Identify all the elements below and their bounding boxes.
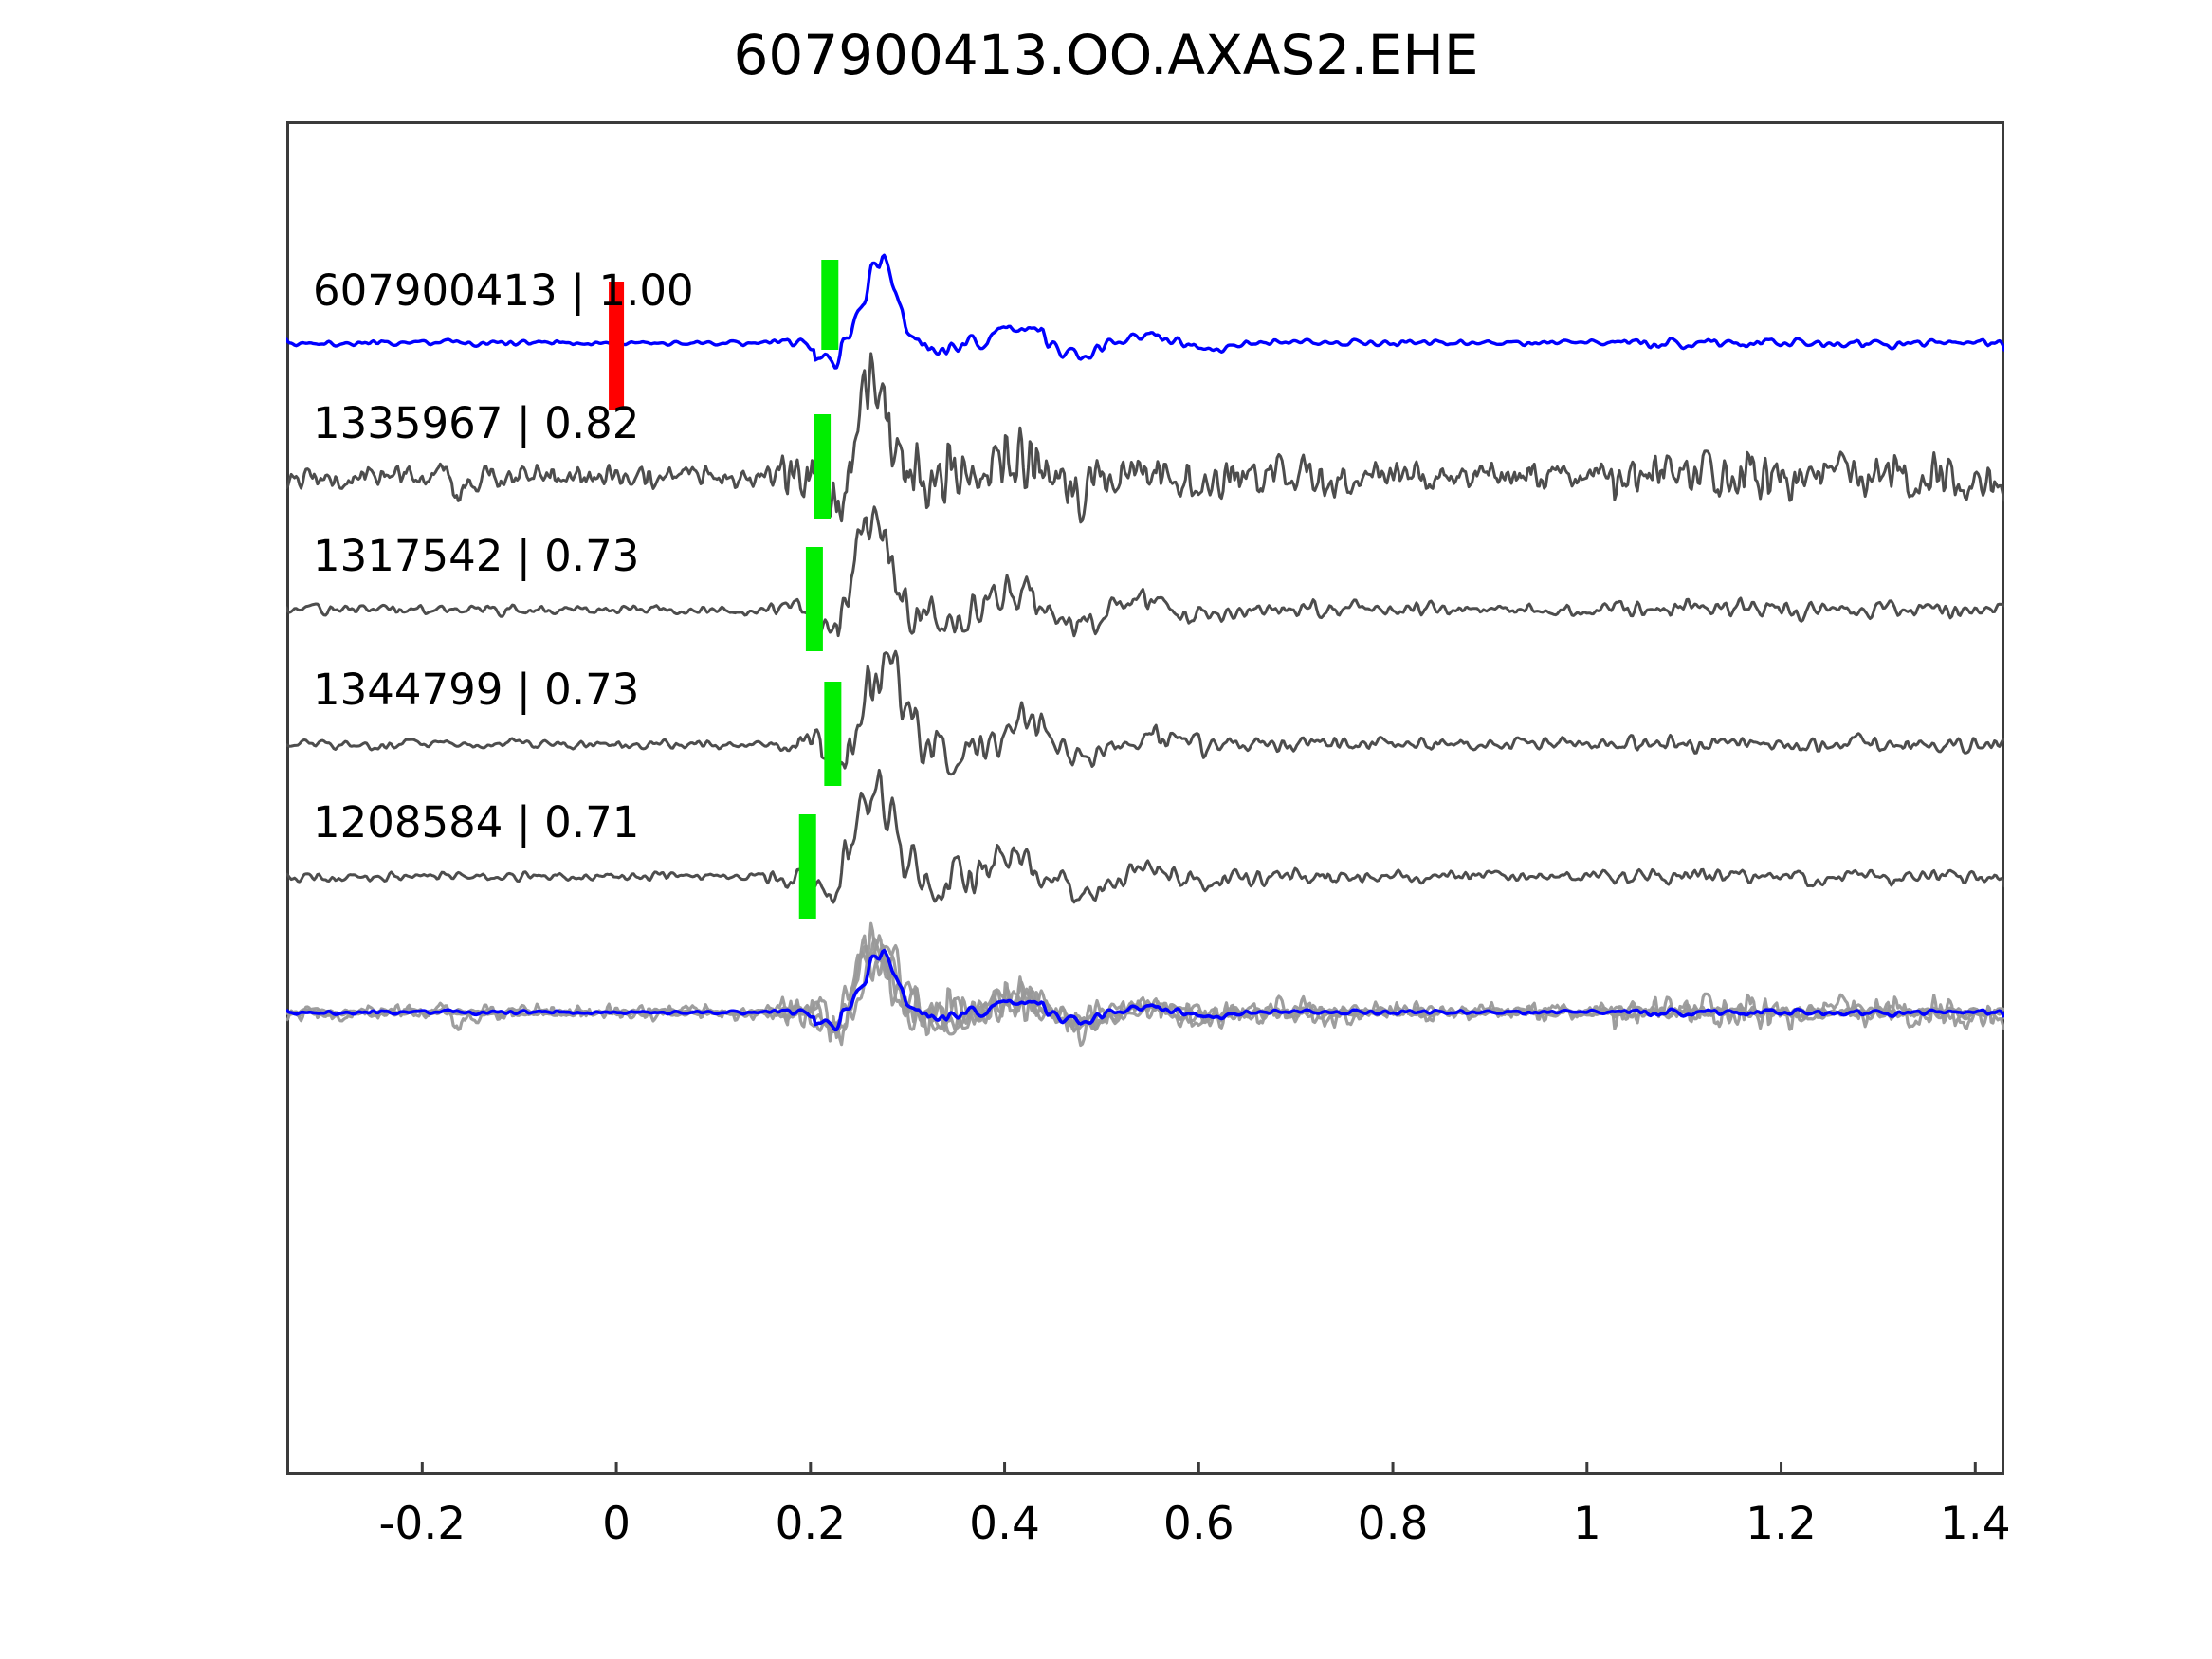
- overlay-detection-trace: [286, 921, 2004, 1048]
- waveform-trace: [286, 253, 2004, 370]
- trace-row: [286, 505, 2004, 638]
- page-title: 607900413.OO.AXAS2.EHE: [733, 23, 1479, 87]
- alignment-marker: [814, 414, 832, 519]
- trace-row: [286, 253, 2004, 370]
- x-tick-label: 1.4: [1939, 1498, 2011, 1550]
- trace-label-1: 1335967 | 0.82: [313, 398, 640, 448]
- trace-label-4: 1208584 | 0.71: [313, 797, 640, 848]
- x-tick-label: 1.2: [1746, 1498, 1817, 1550]
- overlay-template-trace: [286, 948, 2004, 1032]
- overlay-detection-trace: [286, 937, 2004, 1033]
- x-tick-label: 1: [1572, 1498, 1601, 1550]
- x-tick-label: -0.2: [378, 1498, 466, 1550]
- waveform-trace: [286, 352, 2004, 524]
- overlay-detection-trace: [286, 934, 2004, 1033]
- x-tick-label: 0.6: [1162, 1498, 1234, 1550]
- waveform-trace: [286, 768, 2004, 904]
- overlay-detection-trace: [286, 943, 2004, 1036]
- overlay-stack: [286, 921, 2004, 1048]
- trace-label-3: 1344799 | 0.73: [313, 665, 640, 715]
- trace-row: [286, 352, 2004, 524]
- alignment-marker: [824, 682, 842, 786]
- plot-area: 607900413 | 1.00 1335967 | 0.82 1317542 …: [286, 121, 2004, 1475]
- alignment-marker: [798, 814, 816, 919]
- trace-label-0: 607900413 | 1.00: [313, 265, 694, 316]
- trace-label-2: 1317542 | 0.73: [313, 531, 640, 581]
- pick-marker: [609, 282, 625, 410]
- alignment-marker: [821, 260, 839, 350]
- waveform-trace: [286, 649, 2004, 776]
- x-axis-tick-labels: -0.2 0 0.2 0.4 0.6 0.8 1 1.2 1.4: [286, 1498, 2010, 1564]
- alignment-marker: [805, 547, 823, 651]
- waveform-trace: [286, 505, 2004, 638]
- trace-row: [286, 768, 2004, 904]
- x-tick-label: 0.4: [969, 1498, 1040, 1550]
- x-tick-label: 0.2: [775, 1498, 847, 1550]
- x-tick-label: 0: [602, 1498, 631, 1550]
- plot-frame: [286, 121, 2004, 1475]
- trace-row: [286, 649, 2004, 776]
- waveform-canvas: [286, 253, 2004, 1475]
- x-tick-label: 0.8: [1357, 1498, 1429, 1550]
